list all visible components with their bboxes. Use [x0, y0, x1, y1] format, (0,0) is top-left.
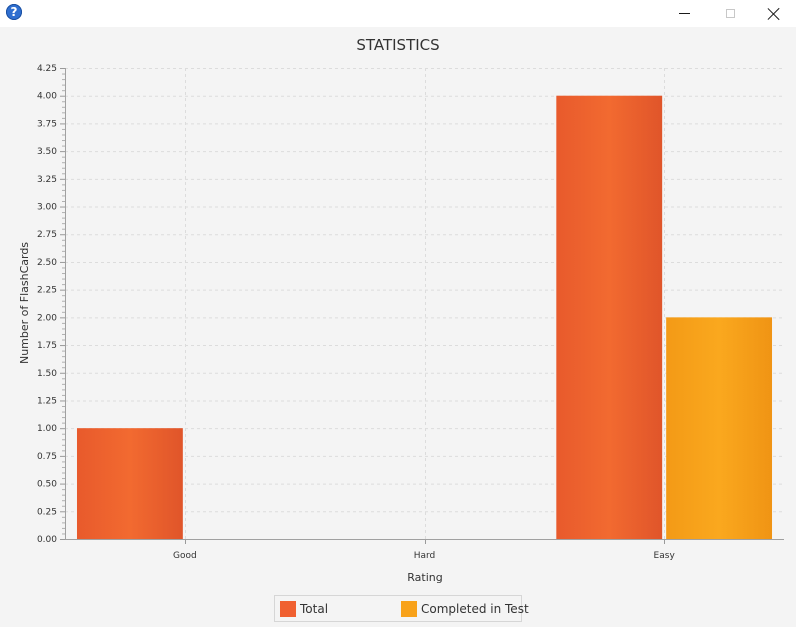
legend-swatch-completed — [401, 601, 417, 617]
y-tick-label: 2.00 — [37, 313, 57, 323]
legend-item-completed: Completed in Test — [401, 601, 529, 617]
legend-swatch-total — [280, 601, 296, 617]
chart-title: STATISTICS — [356, 36, 439, 54]
legend: Total Completed in Test — [274, 595, 529, 622]
bars — [76, 95, 773, 540]
y-tick-label: 2.25 — [37, 286, 57, 296]
grid — [65, 68, 784, 539]
y-tick-label: 1.00 — [37, 424, 57, 434]
close-button[interactable] — [752, 0, 796, 27]
bar-total-good — [76, 428, 183, 539]
maximize-icon — [725, 9, 735, 18]
legend-item-total: Total — [280, 601, 328, 617]
y-tick-label: 0.75 — [37, 452, 57, 462]
y-tick-label: 1.75 — [37, 341, 57, 351]
y-tick-label: 1.50 — [37, 369, 57, 379]
axes: 0.00 0.25 0.50 0.75 1.00 1.25 1.50 1.75 2.00 2.25… — [37, 64, 784, 561]
y-tick-label: 3.50 — [37, 147, 57, 157]
x-tick-label: Easy — [654, 551, 676, 561]
x-tick-label: Good — [173, 551, 197, 561]
x-tick-label: Hard — [414, 551, 436, 561]
title-bar: ? — [0, 0, 796, 27]
bar-completed-easy — [666, 317, 773, 539]
y-axis-label: Number of FlashCards — [18, 242, 31, 364]
close-icon — [768, 8, 780, 20]
y-tick-label: 0.25 — [37, 507, 57, 517]
y-tick-label: 0.00 — [37, 535, 57, 545]
y-tick-label: 3.75 — [37, 119, 57, 129]
bar-chart: STATISTICS 0.00 0.25 0.50 0.75 1.00 1.25 1.50 1… — [18, 36, 784, 584]
minimize-icon — [678, 13, 690, 14]
minimize-button[interactable] — [662, 0, 706, 27]
y-tick-label: 2.75 — [37, 230, 57, 240]
y-tick-label: 2.50 — [37, 258, 57, 268]
bar-total-easy — [556, 95, 663, 540]
maximize-button[interactable] — [708, 0, 752, 27]
y-tick-label: 3.00 — [37, 203, 57, 213]
y-tick-label: 4.25 — [37, 64, 57, 74]
legend-label-completed: Completed in Test — [421, 602, 529, 616]
y-tick-label: 0.50 — [37, 480, 57, 490]
x-axis-label: Rating — [407, 571, 442, 584]
legend-label-total: Total — [300, 602, 329, 616]
help-question-icon: ? — [6, 4, 22, 20]
y-tick-label: 1.25 — [37, 396, 57, 406]
y-tick-label: 3.25 — [37, 175, 57, 185]
y-tick-label: 4.00 — [37, 92, 57, 102]
